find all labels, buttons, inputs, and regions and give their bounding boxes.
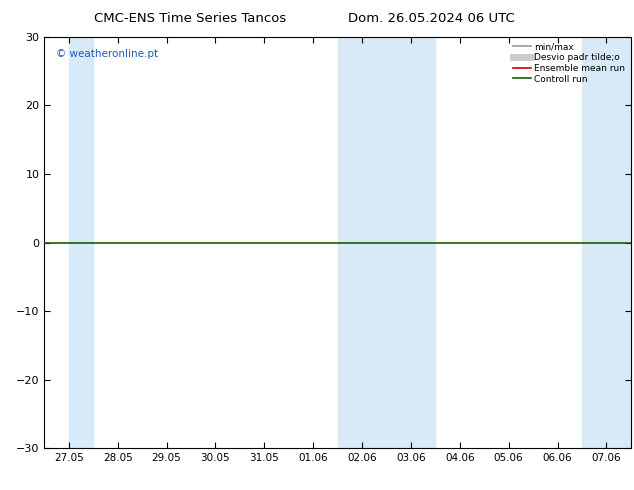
Text: CMC-ENS Time Series Tancos: CMC-ENS Time Series Tancos [94,12,287,25]
Text: © weatheronline.pt: © weatheronline.pt [56,49,158,59]
Legend: min/max, Desvio padr tilde;o, Ensemble mean run, Controll run: min/max, Desvio padr tilde;o, Ensemble m… [510,40,628,86]
Bar [69,37,93,448]
Text: Dom. 26.05.2024 06 UTC: Dom. 26.05.2024 06 UTC [347,12,515,25]
Bar [337,37,436,448]
Bar [582,37,631,448]
